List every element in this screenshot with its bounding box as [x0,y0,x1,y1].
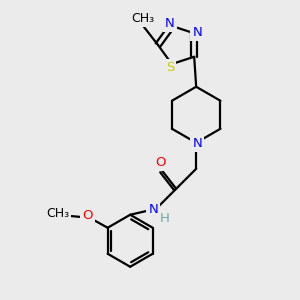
Text: CH₃: CH₃ [46,207,69,220]
Text: N: N [192,26,202,39]
Text: H: H [160,212,170,225]
Text: N: N [148,203,158,216]
Text: N: N [165,17,175,31]
Text: N: N [192,137,202,150]
Text: S: S [166,61,174,74]
Text: O: O [155,156,165,169]
Text: O: O [82,209,93,222]
Text: CH₃: CH₃ [131,13,154,26]
